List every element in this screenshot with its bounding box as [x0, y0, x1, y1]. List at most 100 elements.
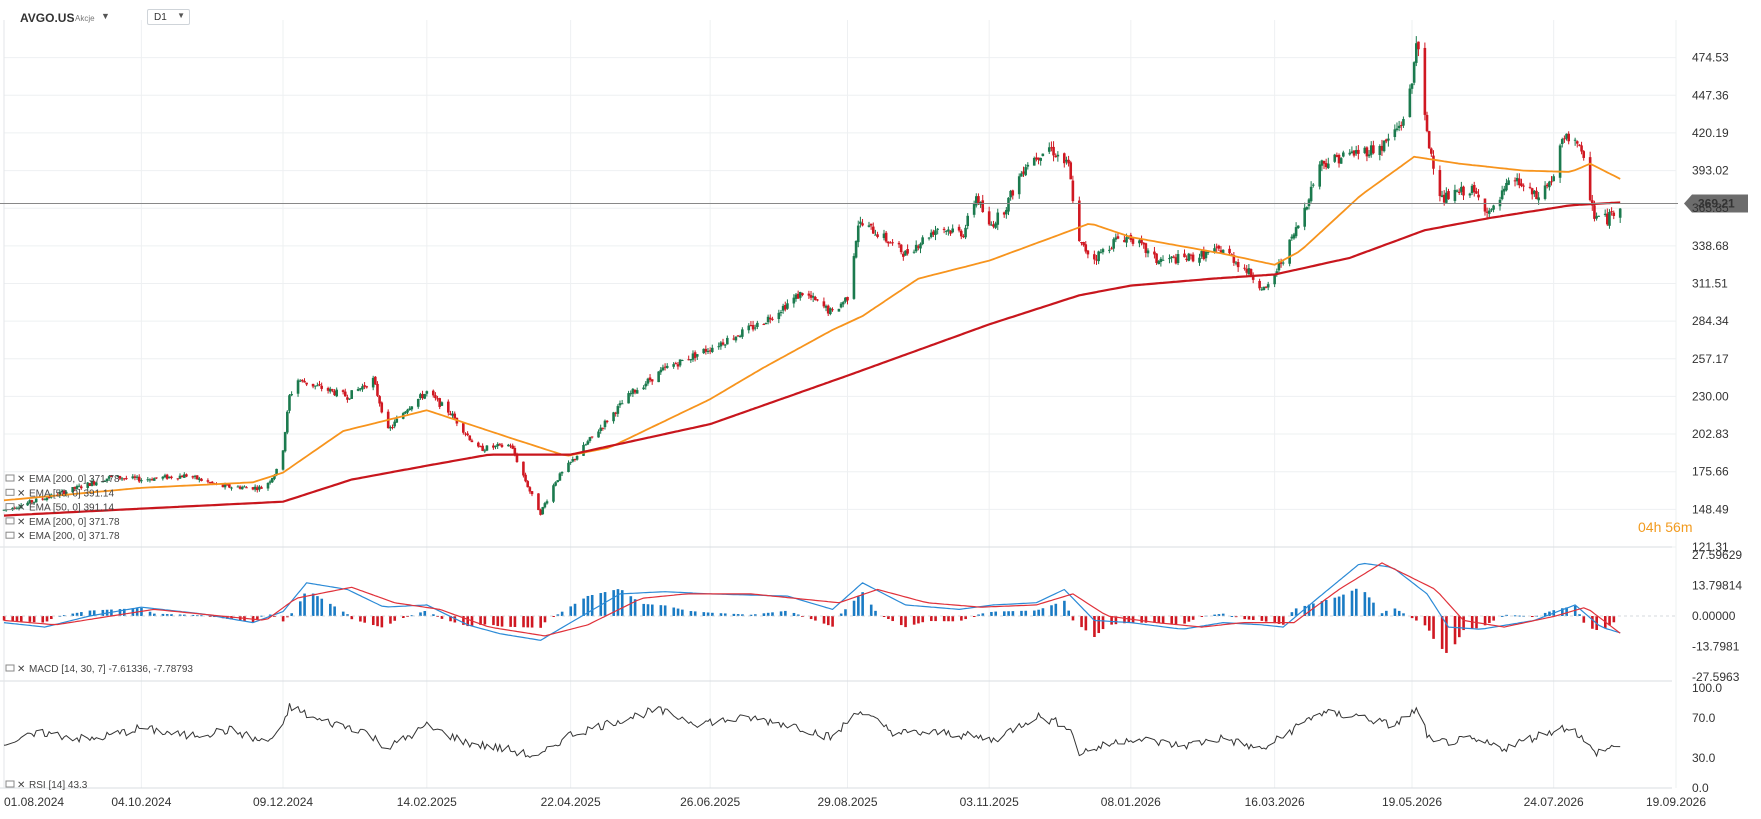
candle[interactable] — [1485, 207, 1489, 218]
candle[interactable] — [1069, 160, 1073, 180]
candle[interactable] — [148, 478, 152, 483]
candle[interactable] — [1543, 181, 1547, 201]
candle[interactable] — [303, 378, 306, 383]
candle[interactable] — [1247, 264, 1251, 277]
candle[interactable] — [992, 220, 995, 229]
candle[interactable] — [1095, 254, 1098, 265]
candle[interactable] — [1311, 183, 1315, 188]
candle[interactable] — [1339, 157, 1343, 164]
candle[interactable] — [1082, 241, 1085, 247]
candle[interactable] — [1492, 204, 1495, 213]
candle[interactable] — [133, 474, 137, 481]
candle[interactable] — [75, 484, 79, 491]
candle[interactable] — [1560, 137, 1564, 148]
candle[interactable] — [1384, 138, 1388, 144]
candle[interactable] — [1236, 258, 1240, 272]
candle[interactable] — [792, 294, 796, 308]
candle[interactable] — [899, 244, 903, 255]
candle[interactable] — [554, 481, 557, 487]
candle[interactable] — [253, 484, 257, 492]
candle[interactable] — [331, 388, 334, 393]
candle[interactable] — [1333, 153, 1337, 164]
candle[interactable] — [88, 482, 92, 487]
candle[interactable] — [1595, 212, 1598, 221]
candle[interactable] — [161, 476, 165, 481]
candle[interactable] — [1039, 157, 1042, 166]
candle[interactable] — [816, 299, 819, 302]
candle[interactable] — [167, 476, 171, 479]
candle[interactable] — [1262, 286, 1266, 291]
candle[interactable] — [120, 477, 124, 481]
candle[interactable] — [779, 309, 783, 317]
overlay-legend-row[interactable]: ✕ EMA [200, 0] 371.78 — [5, 474, 120, 485]
candle[interactable] — [1537, 192, 1540, 205]
candle[interactable] — [1522, 183, 1525, 192]
candle[interactable] — [1618, 208, 1622, 223]
candle[interactable] — [766, 314, 770, 325]
candle[interactable] — [1552, 174, 1555, 182]
candle[interactable] — [1232, 251, 1236, 266]
candle[interactable] — [1505, 178, 1508, 192]
candle[interactable] — [305, 382, 308, 387]
candle[interactable] — [962, 234, 965, 239]
candle[interactable] — [30, 499, 34, 505]
candle[interactable] — [301, 379, 304, 383]
candle[interactable] — [522, 461, 525, 478]
candle[interactable] — [1477, 189, 1480, 201]
candle[interactable] — [419, 392, 422, 400]
candle[interactable] — [1305, 206, 1309, 211]
candle[interactable] — [1054, 153, 1058, 158]
candle[interactable] — [786, 299, 789, 310]
candle[interactable] — [964, 224, 967, 240]
candle[interactable] — [1472, 181, 1476, 197]
candle[interactable] — [152, 477, 156, 481]
candle[interactable] — [927, 237, 931, 241]
candle[interactable] — [1352, 150, 1356, 158]
candle[interactable] — [974, 193, 978, 208]
candle[interactable] — [185, 473, 188, 478]
candle[interactable] — [1490, 208, 1493, 212]
candle[interactable] — [363, 382, 366, 390]
candle[interactable] — [1281, 260, 1285, 266]
candle[interactable] — [421, 390, 424, 400]
candle[interactable] — [1397, 120, 1401, 132]
candle[interactable] — [416, 398, 420, 409]
candle[interactable] — [406, 408, 409, 415]
settings-icon[interactable] — [5, 531, 15, 539]
candle[interactable] — [92, 480, 96, 486]
candle[interactable] — [1487, 207, 1491, 219]
candle[interactable] — [1530, 187, 1534, 200]
candle[interactable] — [281, 449, 285, 471]
candle[interactable] — [1354, 145, 1358, 156]
candle[interactable] — [1215, 243, 1218, 252]
candle[interactable] — [485, 445, 489, 452]
candle[interactable] — [1335, 152, 1339, 158]
candle[interactable] — [328, 386, 332, 394]
candle[interactable] — [704, 345, 708, 355]
candle[interactable] — [811, 292, 815, 303]
candle[interactable] — [822, 297, 826, 309]
candle[interactable] — [567, 460, 570, 473]
candle[interactable] — [1372, 140, 1375, 155]
candle[interactable] — [1573, 137, 1577, 146]
candle[interactable] — [807, 290, 811, 299]
candle[interactable] — [1612, 210, 1616, 220]
candle[interactable] — [738, 334, 742, 338]
candle[interactable] — [1200, 250, 1203, 259]
candle[interactable] — [1408, 84, 1412, 118]
candle[interactable] — [155, 477, 158, 480]
candle[interactable] — [146, 476, 150, 482]
candle[interactable] — [1548, 180, 1551, 191]
candle[interactable] — [1369, 141, 1373, 158]
candle[interactable] — [163, 473, 167, 479]
candle[interactable] — [1292, 232, 1296, 240]
candle[interactable] — [1266, 281, 1270, 291]
candle[interactable] — [101, 480, 105, 483]
candle[interactable] — [200, 477, 203, 482]
candle[interactable] — [1172, 255, 1176, 259]
candle[interactable] — [440, 401, 444, 407]
candle[interactable] — [1041, 153, 1045, 157]
candle[interactable] — [590, 436, 594, 439]
candle[interactable] — [298, 379, 302, 383]
